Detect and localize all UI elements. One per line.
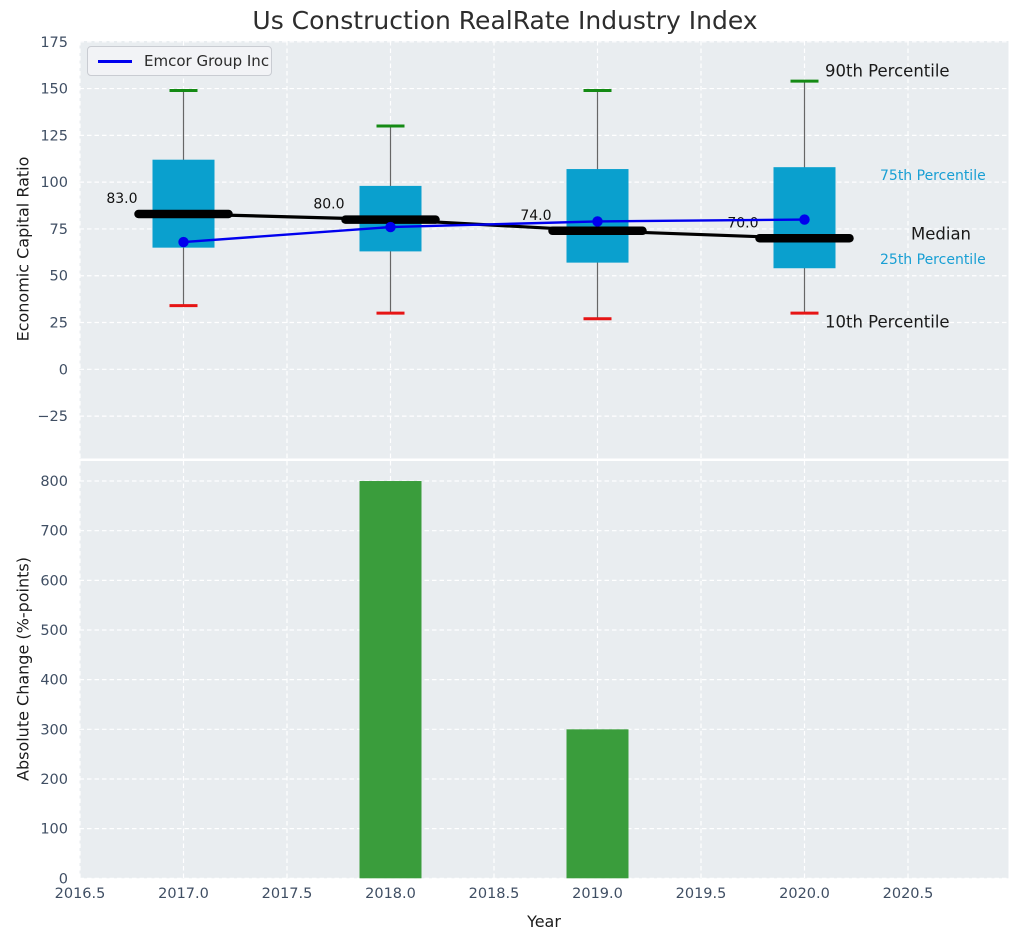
- xtick-2019.0: 2019.0: [572, 886, 623, 902]
- xtick-2020.5: 2020.5: [883, 886, 934, 902]
- xtick-2017.5: 2017.5: [262, 886, 313, 902]
- ytick-top-125: 125: [40, 128, 68, 144]
- median-annotation-2018: 80.0: [313, 197, 344, 213]
- x-axis-label: Year: [527, 912, 561, 931]
- ytick-top-150: 150: [40, 82, 68, 98]
- ytick-bottom-100: 100: [40, 822, 68, 838]
- percentile-75-label: 75th Percentile: [880, 168, 986, 184]
- ytick-top-75: 75: [50, 222, 68, 238]
- ytick-bottom-0: 0: [59, 871, 68, 887]
- top-axes-bg: [79, 41, 1009, 459]
- iqr-box-2017: [152, 159, 215, 248]
- xtick-2019.5: 2019.5: [676, 886, 727, 902]
- ytick-top--25: −25: [37, 409, 68, 425]
- xtick-2016.5: 2016.5: [55, 886, 106, 902]
- chart-title: Us Construction RealRate Industry Index: [252, 6, 758, 35]
- xtick-2018.0: 2018.0: [365, 886, 416, 902]
- ytick-bottom-500: 500: [40, 623, 68, 639]
- ytick-top-0: 0: [59, 362, 68, 378]
- y-axis-label-top: Economic Capital Ratio: [13, 156, 33, 342]
- bar-2019: [566, 729, 629, 879]
- ytick-bottom-700: 700: [40, 524, 68, 540]
- ytick-top-175: 175: [40, 35, 68, 51]
- ytick-bottom-800: 800: [40, 474, 68, 490]
- legend: Emcor Group Inc: [87, 46, 272, 76]
- xtick-2017.0: 2017.0: [158, 886, 209, 902]
- median-annotation-2019: 74.0: [520, 208, 551, 224]
- emcor-marker-2020: [799, 214, 810, 225]
- y-axis-label-bottom: Absolute Change (%-points): [13, 557, 33, 781]
- bottom-axes-bg: [79, 461, 1009, 879]
- median-annotation-2017: 83.0: [106, 191, 137, 207]
- bar-2018: [359, 481, 422, 879]
- ytick-bottom-200: 200: [40, 772, 68, 788]
- emcor-marker-2018: [385, 221, 396, 233]
- xtick-2018.5: 2018.5: [469, 886, 520, 902]
- ytick-bottom-600: 600: [40, 573, 68, 589]
- iqr-box-2019: [566, 169, 629, 263]
- xtick-2020.0: 2020.0: [779, 886, 830, 902]
- percentile-25-label: 25th Percentile: [880, 252, 986, 268]
- ytick-top-25: 25: [50, 316, 68, 332]
- median-annotation-2020: 70.0: [727, 215, 758, 231]
- emcor-marker-2017: [178, 236, 189, 248]
- ytick-bottom-300: 300: [40, 722, 68, 738]
- emcor-line: [183, 218, 805, 244]
- emcor-marker-2019: [592, 216, 603, 227]
- legend-label: Emcor Group Inc: [144, 52, 270, 70]
- ytick-bottom-400: 400: [40, 673, 68, 689]
- percentile-10-label: 10th Percentile: [825, 312, 950, 332]
- median-label: Median: [911, 224, 972, 244]
- ytick-top-100: 100: [40, 175, 68, 191]
- ytick-top-50: 50: [50, 269, 68, 285]
- legend-line-swatch: [98, 59, 132, 63]
- percentile-90-label: 90th Percentile: [825, 61, 950, 81]
